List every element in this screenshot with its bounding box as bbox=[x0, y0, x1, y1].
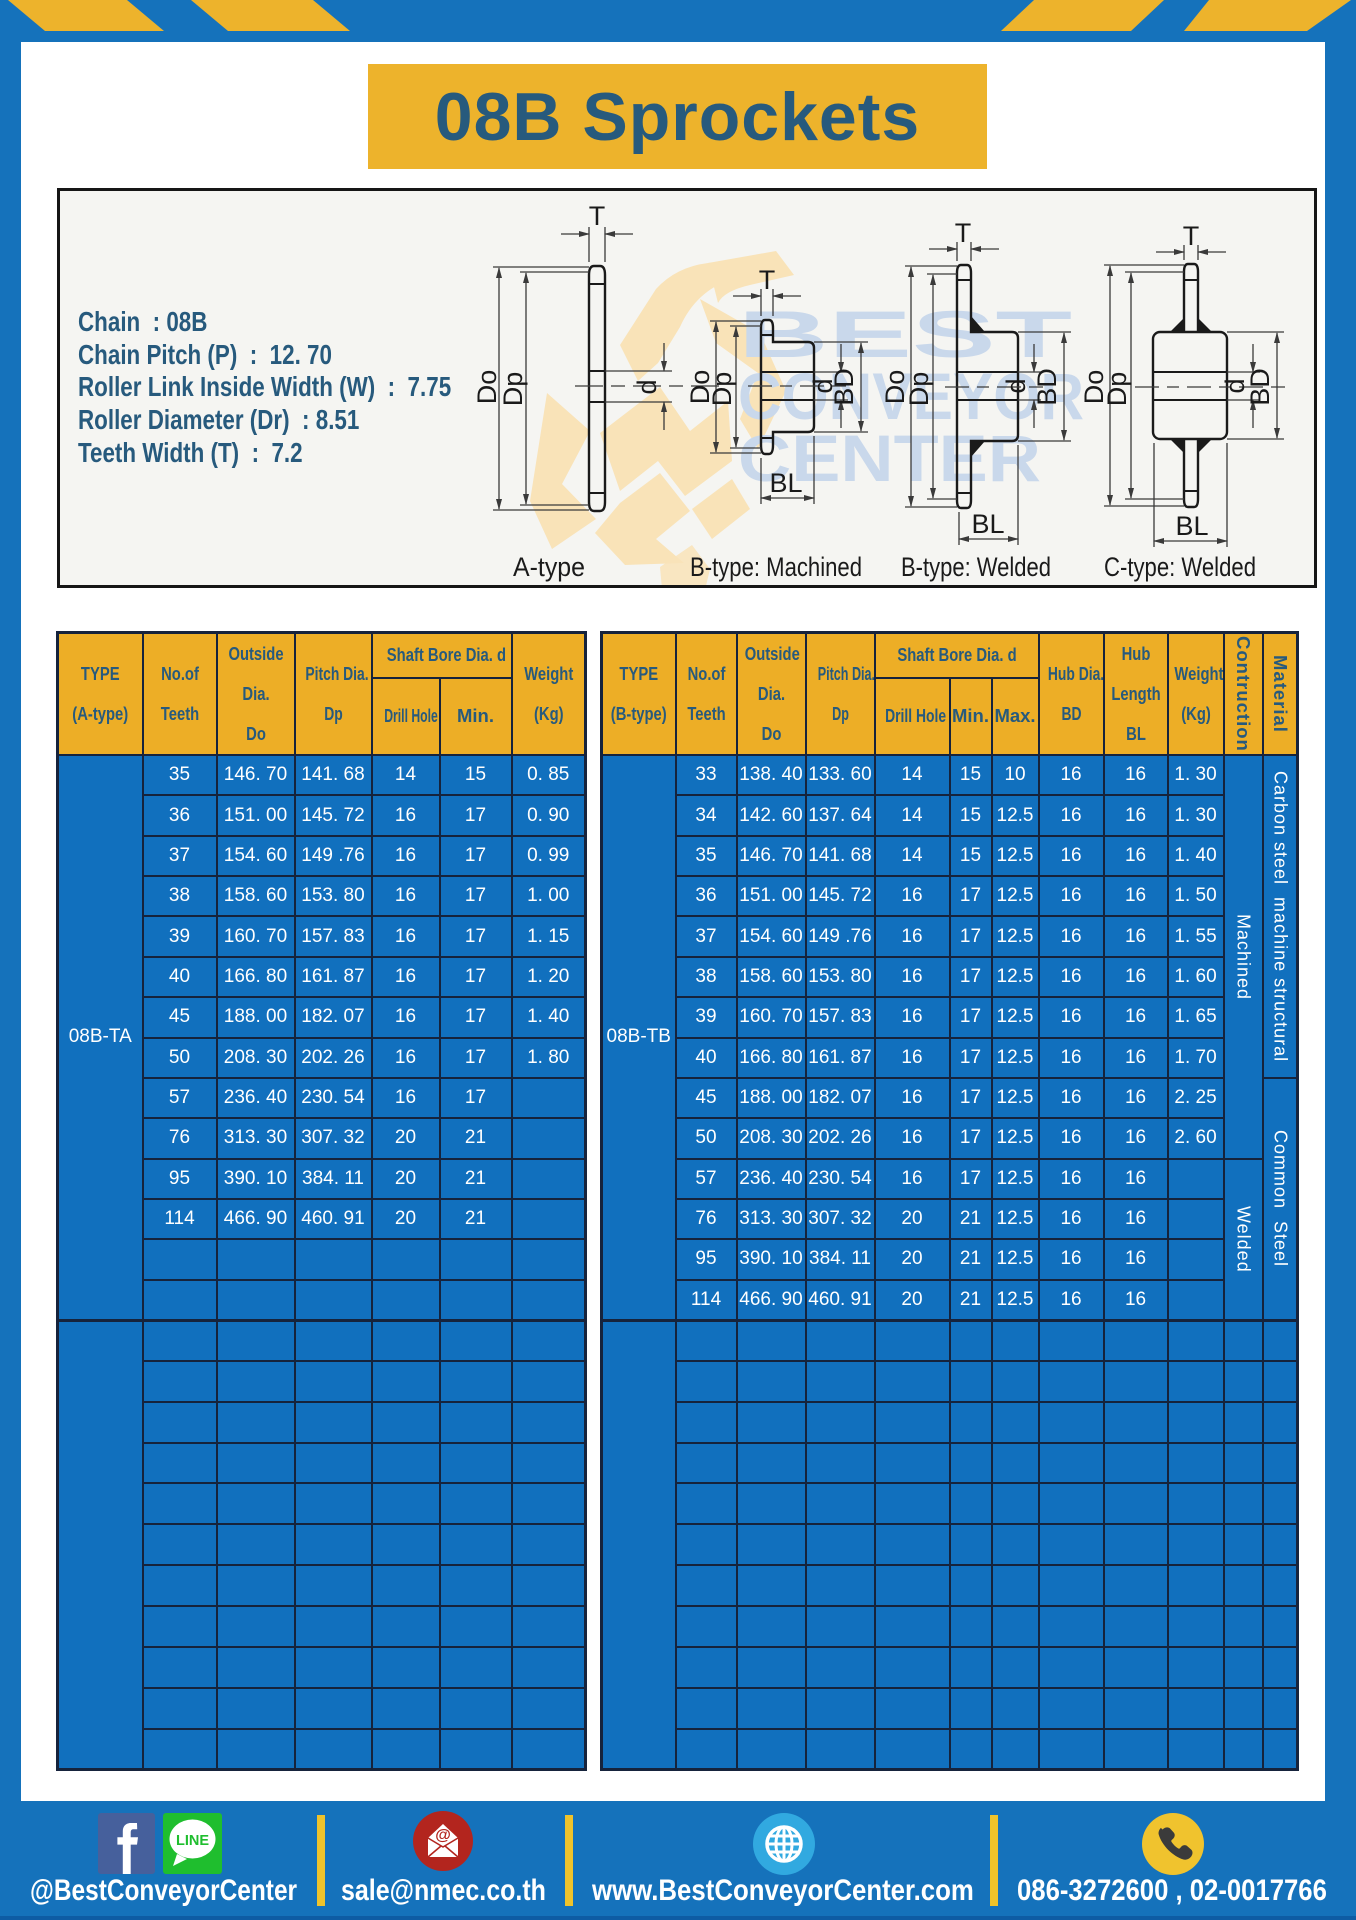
svg-text:@: @ bbox=[435, 1827, 451, 1844]
svg-text:CENTER: CENTER bbox=[738, 421, 1041, 495]
svg-text:Do: Do bbox=[685, 370, 715, 405]
svg-text:Dp: Dp bbox=[904, 372, 934, 407]
svg-text:Dp: Dp bbox=[707, 372, 737, 407]
svg-text:BD: BD bbox=[829, 368, 859, 406]
svg-text:T: T bbox=[589, 201, 606, 231]
svg-text:d: d bbox=[1001, 378, 1031, 393]
svg-text:BL: BL bbox=[971, 509, 1004, 539]
svg-text:LINE: LINE bbox=[176, 1833, 209, 1849]
svg-text:Do: Do bbox=[880, 370, 910, 405]
svg-text:T: T bbox=[955, 218, 972, 248]
svg-text:Dp: Dp bbox=[498, 372, 528, 407]
svg-text:d: d bbox=[1220, 378, 1250, 393]
svg-text:d: d bbox=[632, 379, 662, 394]
svg-text:BD: BD bbox=[1245, 368, 1275, 406]
svg-text:B-type: Welded: B-type: Welded bbox=[901, 552, 1051, 582]
svg-text:Do: Do bbox=[1079, 370, 1109, 405]
svg-text:T: T bbox=[759, 265, 776, 295]
svg-text:BD: BD bbox=[1032, 368, 1062, 406]
svg-text:B-type: Machined: B-type: Machined bbox=[690, 552, 862, 582]
svg-text:Do: Do bbox=[472, 370, 502, 405]
svg-text:BL: BL bbox=[1175, 511, 1208, 541]
svg-text:Dp: Dp bbox=[1102, 372, 1132, 407]
svg-text:BL: BL bbox=[769, 468, 802, 498]
svg-text:A-type: A-type bbox=[513, 552, 585, 582]
svg-text:d: d bbox=[808, 378, 838, 393]
svg-text:C-type: Welded: C-type: Welded bbox=[1104, 552, 1256, 582]
svg-text:T: T bbox=[1183, 221, 1200, 251]
